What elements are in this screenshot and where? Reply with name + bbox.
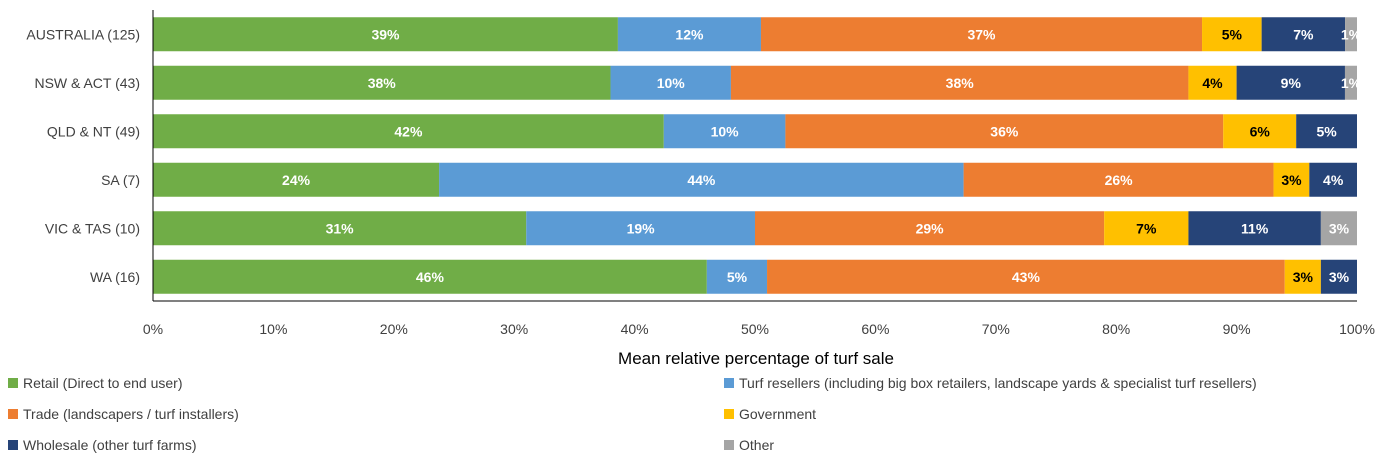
x-tick-label: 40% — [621, 321, 649, 337]
data-label: 43% — [1012, 269, 1041, 285]
data-label: 5% — [727, 269, 748, 285]
data-label: 12% — [675, 26, 704, 42]
data-label: 3% — [1293, 269, 1314, 285]
bar-segment — [153, 114, 664, 149]
bar-segment — [1320, 259, 1357, 294]
bar-segment — [153, 211, 527, 246]
data-label: 24% — [282, 172, 311, 188]
bar-segment — [1261, 17, 1346, 52]
data-label: 1% — [1341, 26, 1362, 42]
data-label: 6% — [1250, 123, 1271, 139]
bar-segment — [755, 211, 1105, 246]
bar-segment — [1309, 162, 1357, 197]
category-label: WA (16) — [90, 269, 140, 285]
data-label: 38% — [946, 75, 975, 91]
bar-segment — [1345, 17, 1357, 52]
bar-segment — [785, 114, 1224, 149]
bar-segment — [663, 114, 786, 149]
data-label: 4% — [1323, 172, 1344, 188]
axes-group: AUSTRALIA (125) NSW & ACT (43) QLD & NT (4… — [26, 10, 1375, 337]
x-tick-label: 60% — [861, 321, 889, 337]
data-label: 11% — [1241, 220, 1269, 236]
bar-segment — [526, 211, 755, 246]
x-tick-label: 100% — [1339, 321, 1375, 337]
data-label: 26% — [1105, 172, 1134, 188]
bar-segment — [1202, 17, 1262, 52]
x-tick-label: 20% — [380, 321, 408, 337]
bar-segment — [767, 259, 1285, 294]
data-label: 10% — [711, 123, 740, 139]
bar-segment — [439, 162, 964, 197]
bar-segment — [1223, 114, 1297, 149]
bar-segment — [1296, 114, 1357, 149]
data-label: 37% — [967, 26, 996, 42]
bar-segment — [153, 17, 618, 52]
bar-segment — [760, 17, 1203, 52]
bar-segment — [963, 162, 1274, 197]
category-label: AUSTRALIA (125) — [26, 26, 140, 42]
data-label: 7% — [1136, 220, 1157, 236]
bar-segment — [153, 65, 611, 100]
data-label: 4% — [1202, 75, 1223, 91]
data-label: 46% — [416, 269, 445, 285]
data-label: 31% — [326, 220, 355, 236]
data-label: 38% — [368, 75, 397, 91]
bar-segment — [1104, 211, 1189, 246]
data-label: 44% — [687, 172, 716, 188]
bar-segment — [1284, 259, 1321, 294]
bar-segment — [1188, 65, 1237, 100]
bar-segment — [730, 65, 1189, 100]
x-tick-label: 50% — [741, 321, 769, 337]
x-axis-title: Mean relative percentage of turf sale — [618, 349, 894, 368]
category-label: NSW & ACT (43) — [34, 75, 140, 91]
x-tick-label: 70% — [982, 321, 1010, 337]
x-tick-label: 30% — [500, 321, 528, 337]
category-label: VIC & TAS (10) — [45, 220, 140, 236]
data-label: 1% — [1341, 75, 1362, 91]
category-label: QLD & NT (49) — [47, 123, 140, 139]
data-label: 10% — [657, 75, 686, 91]
data-label: 5% — [1316, 123, 1337, 139]
x-tick-label: 0% — [143, 321, 163, 337]
x-tick-label: 10% — [259, 321, 287, 337]
bar-segment — [153, 162, 440, 197]
bar-segment — [153, 259, 707, 294]
bar-segment — [1273, 162, 1310, 197]
data-label: 36% — [990, 123, 1019, 139]
bar-segment — [706, 259, 768, 294]
category-label: SA (7) — [101, 172, 140, 188]
bars-group: 39% 12% 37% 5% 7% 1% 38% 10% 38% 4% 9% 1% 42% 10% 36% 6… — [153, 17, 1362, 294]
data-label: 3% — [1329, 220, 1350, 236]
data-label: 9% — [1281, 75, 1302, 91]
bar-segment — [1236, 65, 1345, 100]
data-label: 3% — [1281, 172, 1302, 188]
data-label: 29% — [916, 220, 945, 236]
data-label: 42% — [394, 123, 423, 139]
data-label: 19% — [627, 220, 656, 236]
bar-segment — [1320, 211, 1357, 246]
x-tick-label: 90% — [1223, 321, 1251, 337]
data-label: 7% — [1293, 26, 1314, 42]
bar-segment — [1344, 65, 1357, 100]
data-label: 5% — [1222, 26, 1243, 42]
bar-segment — [617, 17, 761, 52]
x-tick-label: 80% — [1102, 321, 1130, 337]
data-label: 39% — [371, 26, 400, 42]
bar-segment — [1188, 211, 1321, 246]
bar-segment — [610, 65, 731, 100]
data-label: 3% — [1329, 269, 1350, 285]
